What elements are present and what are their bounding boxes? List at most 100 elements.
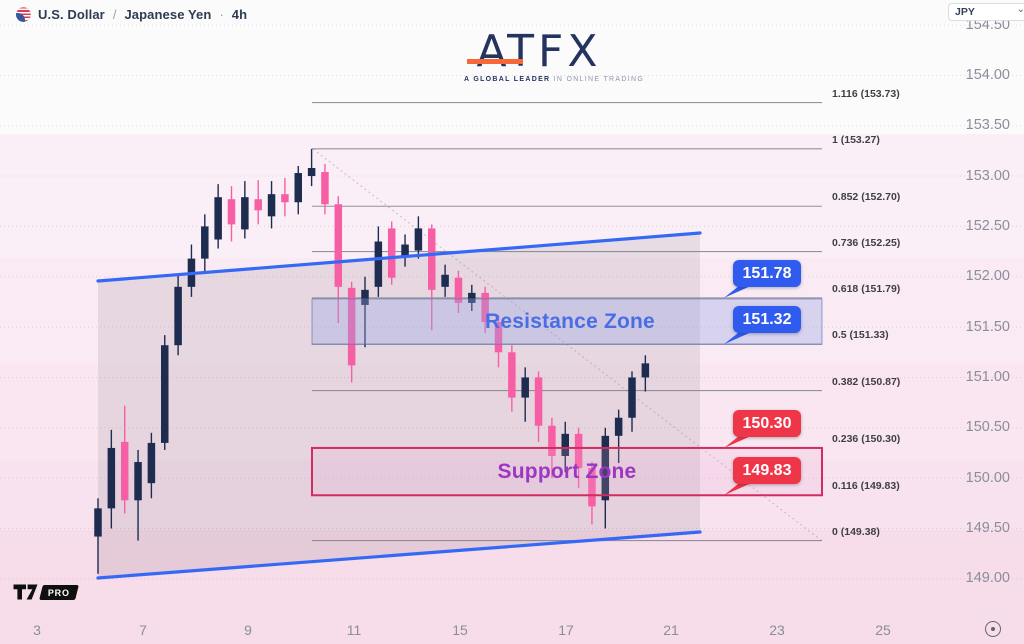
candle[interactable] bbox=[134, 449, 142, 541]
candle[interactable] bbox=[267, 181, 276, 229]
time-axis-label: 11 bbox=[346, 622, 362, 638]
upper-trendline[interactable] bbox=[96, 231, 702, 283]
candle[interactable] bbox=[561, 421, 570, 473]
price-axis-label: 152.50 bbox=[965, 217, 1010, 234]
dot-separator: · bbox=[219, 6, 224, 22]
candle[interactable] bbox=[334, 196, 343, 324]
fib-level-label: 0 (149.38) bbox=[832, 525, 880, 538]
us-flag-icon bbox=[16, 6, 31, 22]
price-axis-label: 150.50 bbox=[965, 419, 1010, 436]
price-tag-tail bbox=[724, 285, 751, 298]
symbol-quote: Japanese Yen bbox=[124, 6, 212, 22]
candle[interactable] bbox=[294, 165, 303, 215]
candle[interactable] bbox=[387, 221, 396, 285]
price-axis-label: 153.00 bbox=[965, 167, 1010, 184]
candle[interactable] bbox=[120, 405, 129, 514]
fib-level-label: 0.736 (152.25) bbox=[832, 236, 901, 249]
timeframe: 4h bbox=[231, 6, 248, 22]
candle[interactable] bbox=[468, 284, 476, 311]
bullseye-icon[interactable] bbox=[985, 621, 1001, 637]
atfx-watermark: ATFX A GLOBAL LEADER IN ONLINE TRADING bbox=[464, 26, 645, 84]
candle[interactable] bbox=[147, 432, 156, 499]
candle[interactable] bbox=[107, 429, 116, 529]
price-axis-label: 152.00 bbox=[965, 268, 1010, 285]
symbol-base: U.S. Dollar bbox=[38, 6, 105, 22]
time-axis-label: 7 bbox=[139, 622, 147, 638]
price-axis-label: 151.50 bbox=[965, 318, 1010, 335]
candle[interactable] bbox=[374, 226, 383, 297]
fib-level-label: 0.382 (150.87) bbox=[832, 375, 901, 388]
candle[interactable] bbox=[361, 276, 369, 348]
tradingview-logo[interactable]: PRO bbox=[13, 584, 79, 600]
candle[interactable] bbox=[307, 148, 316, 187]
candlestick-series[interactable] bbox=[94, 148, 650, 574]
atfx-logo: ATFX bbox=[476, 26, 602, 77]
fib-level-label: 0.5 (151.33) bbox=[832, 329, 889, 342]
candle[interactable] bbox=[401, 234, 409, 267]
candle[interactable] bbox=[214, 184, 222, 249]
candle[interactable] bbox=[321, 163, 329, 215]
pro-badge: PRO bbox=[39, 584, 79, 600]
candle[interactable] bbox=[534, 371, 543, 442]
candle[interactable] bbox=[628, 371, 636, 432]
fib-level-label: 0.852 (152.70) bbox=[832, 191, 901, 204]
candle[interactable] bbox=[428, 224, 436, 331]
price-axis-label: 149.00 bbox=[965, 570, 1010, 587]
price-tag[interactable]: 151.32 bbox=[733, 306, 801, 334]
candle[interactable] bbox=[494, 315, 503, 368]
candle[interactable] bbox=[588, 462, 596, 525]
tradingview-icon bbox=[13, 584, 38, 600]
candle[interactable] bbox=[241, 181, 249, 239]
candle[interactable] bbox=[281, 178, 289, 217]
price-tag[interactable]: 151.78 bbox=[733, 259, 801, 287]
price-axis-label: 150.00 bbox=[965, 469, 1010, 486]
candle[interactable] bbox=[481, 286, 489, 334]
time-axis-label: 3 bbox=[33, 622, 41, 638]
price-tag-tail bbox=[724, 483, 751, 496]
candle[interactable] bbox=[441, 264, 449, 297]
candle[interactable] bbox=[614, 409, 623, 464]
fib-level-label: 0.236 (150.30) bbox=[832, 432, 901, 445]
price-tag[interactable]: 149.83 bbox=[733, 457, 801, 485]
price-axis-label: 151.00 bbox=[965, 368, 1010, 385]
support-zone-label: Support Zone bbox=[497, 460, 637, 483]
candle[interactable] bbox=[508, 345, 516, 412]
currency-dropdown[interactable]: JPY ⌄ bbox=[948, 3, 1024, 21]
atfx-tagline: A GLOBAL LEADER IN ONLINE TRADING bbox=[464, 76, 645, 83]
resistance-zone-label: Resistance Zone bbox=[485, 310, 655, 333]
time-axis-label: 9 bbox=[244, 622, 252, 638]
time-axis-label: 21 bbox=[663, 622, 679, 638]
currency-value: JPY bbox=[955, 6, 975, 18]
candle[interactable] bbox=[227, 186, 236, 242]
symbol-header[interactable]: U.S. Dollar / Japanese Yen · 4h bbox=[16, 4, 247, 24]
candle[interactable] bbox=[521, 367, 529, 422]
candle[interactable] bbox=[254, 180, 262, 225]
fib-level-label: 0.618 (151.79) bbox=[832, 282, 901, 295]
fib-level-label: 1.116 (153.73) bbox=[832, 87, 900, 100]
symbol-separator: / bbox=[112, 6, 117, 22]
trend-channel-fill bbox=[98, 233, 700, 578]
candle[interactable] bbox=[161, 335, 169, 450]
time-axis-label: 15 bbox=[452, 622, 468, 638]
price-tag-tail bbox=[724, 435, 751, 448]
price-axis-label: 154.00 bbox=[965, 66, 1010, 83]
candle[interactable] bbox=[414, 216, 423, 259]
lower-trendline[interactable] bbox=[96, 530, 702, 580]
candle[interactable] bbox=[641, 355, 650, 392]
price-axis-label: 153.50 bbox=[965, 117, 1010, 134]
candle[interactable] bbox=[574, 427, 583, 489]
candle[interactable] bbox=[174, 274, 182, 356]
fib-level-label: 1 (153.27) bbox=[832, 133, 880, 146]
candle[interactable] bbox=[94, 498, 102, 574]
candle[interactable] bbox=[601, 427, 610, 529]
chevron-down-icon: ⌄ bbox=[1016, 4, 1024, 15]
candle[interactable] bbox=[201, 214, 209, 272]
price-tag[interactable]: 150.30 bbox=[733, 409, 801, 437]
time-axis-label: 23 bbox=[769, 622, 785, 638]
fib-level-label: 0.116 (149.83) bbox=[832, 480, 900, 493]
candle[interactable] bbox=[454, 270, 463, 314]
atfx-accent-bar-icon bbox=[467, 59, 523, 64]
time-axis-label: 17 bbox=[558, 622, 574, 638]
